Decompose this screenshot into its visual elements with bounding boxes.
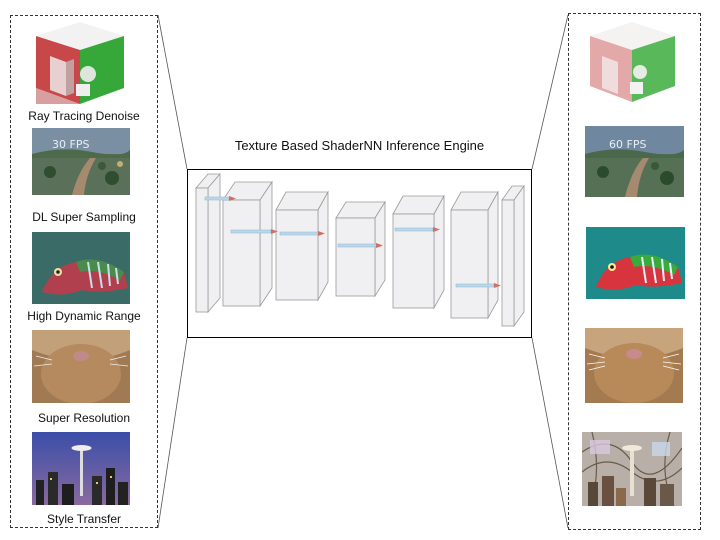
engine-diagram [187,169,532,338]
hdr-input-image [32,232,130,304]
network-layer [195,172,221,314]
super-sampling-input-image: 30 FPS [32,128,130,195]
network-layer [392,194,445,310]
style-transfer-input-image [32,432,130,505]
super-sampling-label: DL Super Sampling [32,210,136,224]
input-panel [10,15,158,528]
layer-connection [394,227,434,232]
network-layer [335,200,386,298]
hdr-label: High Dynamic Range [27,309,141,323]
super-sampling-output-image: 60 FPS [585,126,684,197]
layer-connection [455,283,495,288]
layer-connection [230,229,272,234]
ray-tracing-output-image [590,22,675,102]
output-fps-text: 60 FPS [609,138,646,151]
network-layer [450,190,499,320]
layer-connection [337,243,377,248]
super-resolution-output-image [585,328,683,403]
output-panel [568,13,701,530]
engine-title: Texture Based ShaderNN Inference Engine [234,138,485,153]
super-resolution-label: Super Resolution [37,411,131,425]
network-layer [222,180,273,308]
layer-connection [204,196,230,201]
hdr-output-image [586,227,685,299]
super-resolution-input-image [32,330,130,403]
layer-connection [279,231,319,236]
ray-tracing-input-image [36,22,124,104]
ray-tracing-label: Ray Tracing Denoise [28,109,140,123]
input-fps-text: 30 FPS [52,138,89,151]
network-layer [501,184,525,328]
network-layer [275,190,329,302]
style-transfer-label: Style Transfer [46,512,122,526]
style-transfer-output-image [582,432,682,506]
